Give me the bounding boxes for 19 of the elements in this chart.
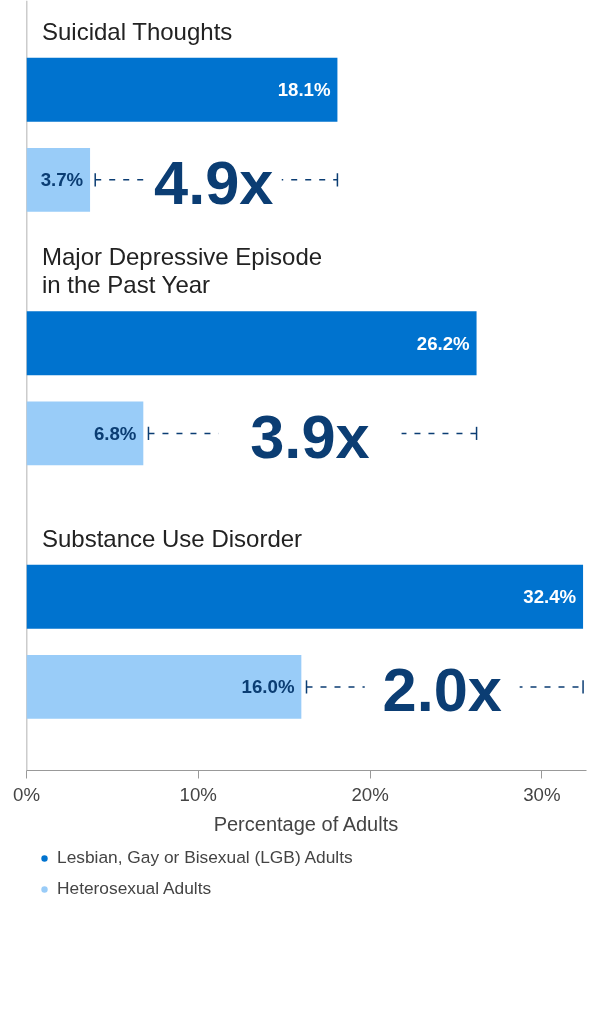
y-tick-label: Major Depressive Episode in the Past Year xyxy=(41,243,323,299)
data-label: 26.2% xyxy=(416,332,471,354)
legend-label: Lesbian, Gay or Bisexual (LGB) Adults xyxy=(57,847,353,868)
x-axis-title: Percentage of Adults xyxy=(213,812,399,835)
x-tick-label: 0% xyxy=(13,783,40,805)
data-label: 3.7% xyxy=(40,169,84,191)
x-tick-label: 30% xyxy=(523,783,561,805)
x-tick-label: 10% xyxy=(179,783,217,805)
data-label: 16.0% xyxy=(241,676,295,698)
annotation: 4.9x xyxy=(154,148,274,218)
data-label: 6.8% xyxy=(93,422,137,444)
data-label: 32.4% xyxy=(523,586,577,608)
annotation: 2.0x xyxy=(382,655,502,725)
x-tick-label: 20% xyxy=(351,783,389,805)
legend-label: Heterosexual Adults xyxy=(57,878,212,899)
y-tick-label: Suicidal Thoughts xyxy=(41,17,233,45)
annotation: 3.9x xyxy=(250,401,370,471)
data-label: 18.1% xyxy=(277,79,331,101)
y-tick-label: Substance Use Disorder xyxy=(41,524,303,552)
